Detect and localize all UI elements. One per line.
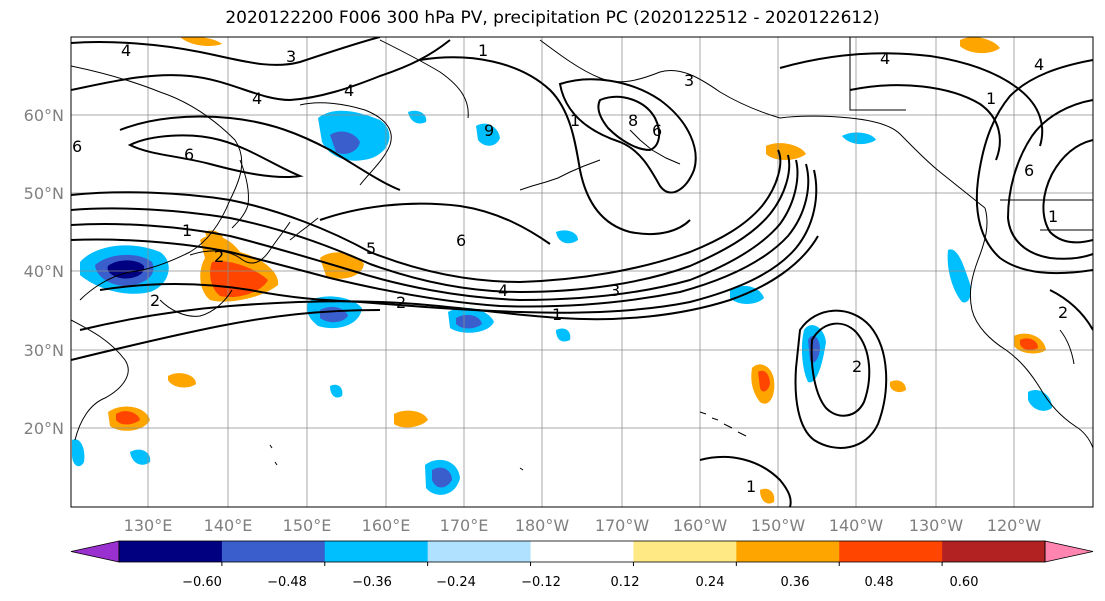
pv-contours	[71, 37, 1093, 507]
map-gridlines	[71, 37, 1093, 507]
colorbar-tick: 0.24	[696, 575, 725, 590]
colorbar-segment	[736, 541, 840, 562]
pv-label: 2	[852, 357, 862, 376]
pv-label: 1	[1048, 207, 1058, 226]
pv-label: 4	[498, 281, 508, 300]
pv-label: 1	[478, 41, 488, 60]
colorbar-tick: −0.36	[352, 575, 392, 590]
pv-label: 3	[610, 281, 620, 300]
lat-label: 30°N	[24, 341, 64, 360]
colorbar	[70, 540, 1094, 566]
lon-label: 150°W	[751, 516, 806, 535]
pv-label: 2	[214, 247, 224, 266]
colorbar-tick: 0.36	[781, 575, 810, 590]
colorbar-extend-high	[1044, 540, 1094, 563]
colorbar-tick-labels: −0.60 −0.48 −0.36 −0.24 −0.12 0.12 0.24 …	[182, 575, 978, 590]
colorbar-segment	[324, 541, 429, 562]
colorbar-tick: −0.60	[182, 575, 222, 590]
pv-label: 1	[570, 111, 580, 130]
lon-label: 160°E	[362, 516, 411, 535]
pv-label: 1	[182, 221, 192, 240]
map-border	[70, 36, 1094, 508]
pv-label: 3	[684, 71, 694, 90]
colorbar-tick: −0.12	[521, 575, 561, 590]
map-title: 2020122200 F006 300 hPa PV, precipitatio…	[225, 8, 880, 28]
lon-label: 140°W	[829, 516, 884, 535]
pv-label: 1	[552, 305, 562, 324]
coastlines	[71, 37, 1093, 471]
pv-label: 9	[484, 121, 494, 140]
colorbar-tick: −0.24	[436, 575, 476, 590]
lat-label: 40°N	[24, 262, 64, 281]
lon-label: 150°E	[283, 516, 332, 535]
pv-label: 2	[396, 293, 406, 312]
pv-label: 1	[746, 477, 756, 496]
lon-label: 180°W	[515, 516, 570, 535]
pv-label: 6	[652, 121, 662, 140]
colorbar-tick: −0.48	[267, 575, 307, 590]
pv-label: 4	[344, 81, 354, 100]
lon-label: 120°W	[987, 516, 1042, 535]
colorbar-segment	[839, 541, 943, 562]
pv-label: 5	[366, 239, 376, 258]
pv-label: 6	[456, 231, 466, 250]
pv-label: 6	[184, 145, 194, 164]
pv-label: 6	[1024, 161, 1034, 180]
pv-label: 4	[121, 41, 131, 60]
longitude-labels: 130°E 140°E 150°E 160°E 170°E 180°W 170°…	[124, 516, 1042, 535]
lon-label: 170°E	[440, 516, 489, 535]
pv-label: 2	[150, 291, 160, 310]
lon-label: 160°W	[673, 516, 728, 535]
colorbar-segment	[530, 541, 634, 562]
pv-contour-labels: 4 3 1 4 3 1 4 4 6 2 6 5 6 9 6 8 1 2 2 4 …	[72, 41, 1068, 496]
colorbar-segment	[942, 541, 1046, 562]
lon-label: 140°E	[204, 516, 253, 535]
colorbar-extend-low	[70, 540, 120, 563]
colorbar-tick: 0.12	[611, 575, 640, 590]
lat-label: 50°N	[24, 184, 64, 203]
colorbar-tick: 0.48	[865, 575, 894, 590]
pv-label: 1	[986, 89, 996, 108]
lon-label: 130°W	[909, 516, 964, 535]
colorbar-segment	[119, 541, 223, 562]
pv-label: 3	[286, 47, 296, 66]
pv-label: 2	[1058, 303, 1068, 322]
latitude-labels: 60°N 50°N 40°N 30°N 20°N	[24, 106, 64, 438]
pv-label: 4	[252, 89, 262, 108]
pv-label: 4	[1034, 55, 1044, 74]
lon-label: 130°E	[124, 516, 173, 535]
colorbar-segment	[633, 541, 737, 562]
colorbar-outline	[118, 540, 1046, 563]
colorbar-segment	[427, 541, 532, 562]
pv-label: 4	[880, 49, 890, 68]
lon-label: 170°W	[595, 516, 650, 535]
pv-label: 8	[628, 111, 638, 130]
precip-anomaly-shading	[72, 37, 1052, 504]
colorbar-tick: 0.60	[950, 575, 979, 590]
lat-label: 60°N	[24, 106, 64, 125]
colorbar-segment	[221, 541, 326, 562]
lat-label: 20°N	[24, 419, 64, 438]
pv-label: 6	[72, 137, 82, 156]
